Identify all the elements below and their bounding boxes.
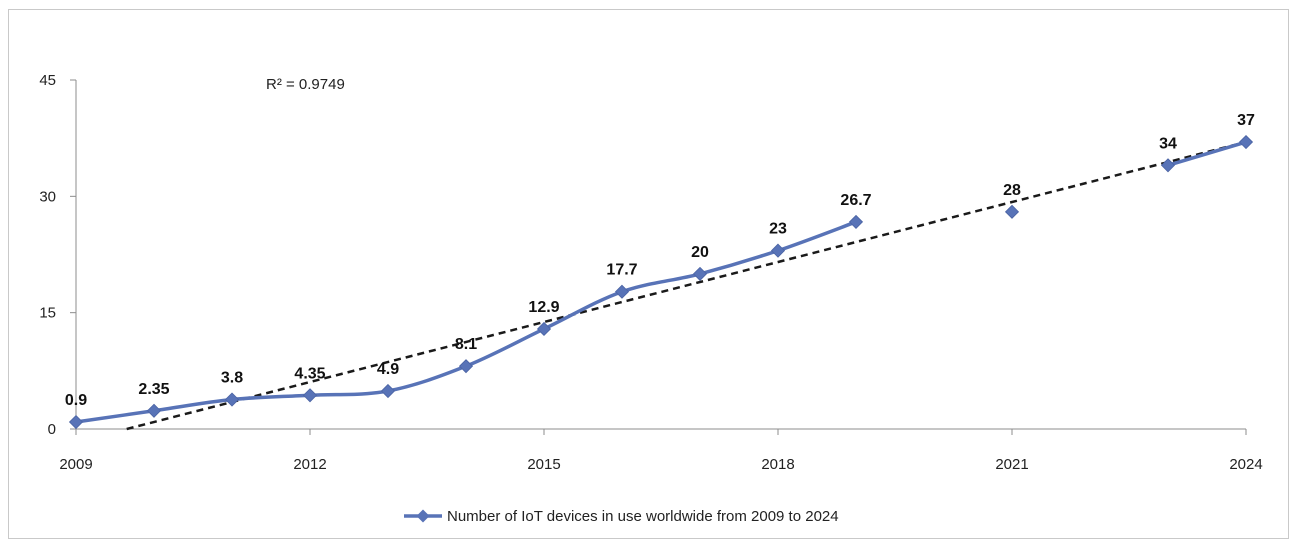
- series-line-tail: [1167, 140, 1247, 167]
- data-labels-group: 0.9 2.35 3.8 4.35 4.9 8.1 12.9 17.7 20 23 26.7 28 34…: [65, 112, 1255, 409]
- chart-axes: 0 15 30 45 2009 2012 2015 2018 2021 2024: [39, 72, 1262, 473]
- data-point-marker[interactable]: [692, 266, 708, 281]
- chart-frame: [8, 9, 1289, 539]
- data-label: 23: [769, 221, 787, 238]
- x-tick-label: 2024: [1229, 456, 1262, 473]
- data-label: 20: [691, 244, 709, 261]
- data-label: 4.9: [377, 361, 399, 378]
- data-point-marker[interactable]: [302, 388, 318, 403]
- legend-marker-icon: [416, 509, 430, 523]
- x-tick-label: 2009: [59, 456, 92, 473]
- data-label: 4.35: [294, 365, 325, 382]
- data-point-marker[interactable]: [458, 359, 474, 374]
- x-tick-label: 2018: [761, 456, 794, 473]
- data-label: 8.1: [455, 336, 477, 353]
- x-tick-label: 2015: [527, 456, 560, 473]
- x-tick-label: 2021: [995, 456, 1028, 473]
- data-point-marker[interactable]: [1238, 134, 1254, 150]
- trendline-group: [126, 140, 1247, 431]
- y-tick-label: 30: [39, 188, 56, 205]
- data-label: 28: [1003, 182, 1021, 199]
- data-label: 34: [1159, 135, 1177, 152]
- data-point-marker[interactable]: [614, 284, 630, 299]
- data-point-marker[interactable]: [224, 392, 240, 407]
- x-tick-label: 2012: [293, 456, 326, 473]
- data-point-marker[interactable]: [536, 321, 552, 337]
- data-label: 26.7: [840, 192, 871, 209]
- legend[interactable]: Number of IoT devices in use worldwide f…: [404, 508, 839, 525]
- data-label: 2.35: [138, 381, 169, 398]
- y-tick-label: 0: [48, 421, 56, 438]
- data-label: 3.8: [221, 370, 243, 387]
- data-point-marker[interactable]: [1004, 204, 1020, 219]
- data-label: 17.7: [606, 262, 637, 279]
- y-tick-label: 15: [39, 305, 56, 322]
- data-point-marker[interactable]: [68, 414, 84, 430]
- legend-label: Number of IoT devices in use worldwide f…: [447, 508, 839, 525]
- linear-trendline: [126, 140, 1247, 431]
- data-point-marker[interactable]: [1160, 158, 1176, 173]
- data-point-marker[interactable]: [770, 243, 786, 258]
- y-tick-label: 45: [39, 72, 56, 89]
- data-point-marker[interactable]: [848, 214, 864, 229]
- data-point-marker[interactable]: [146, 403, 162, 418]
- r-squared-annotation: R² = 0.9749: [266, 76, 345, 93]
- series-group: [68, 134, 1254, 430]
- data-label: 12.9: [528, 299, 559, 316]
- series-line: [75, 220, 857, 424]
- data-label: 0.9: [65, 392, 87, 409]
- data-label: 37: [1237, 112, 1255, 129]
- data-point-marker[interactable]: [380, 383, 396, 399]
